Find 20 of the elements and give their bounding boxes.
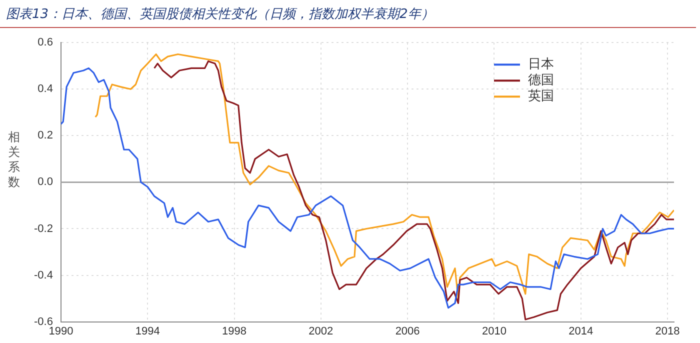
x-tick-label: 2010 bbox=[482, 325, 506, 338]
y-tick-label: -0.2 bbox=[34, 222, 53, 235]
y-tick-label: 0.2 bbox=[38, 130, 53, 142]
y-tick-label: 0.4 bbox=[38, 83, 53, 96]
y-tick-label: 0.6 bbox=[38, 36, 53, 49]
y-tick-label: -0.4 bbox=[34, 269, 53, 282]
x-tick-label: 2014 bbox=[568, 325, 594, 338]
y-tick-label: -0.6 bbox=[34, 316, 53, 328]
x-tick-label: 1990 bbox=[48, 325, 74, 338]
x-tick-label: 1998 bbox=[222, 325, 246, 338]
chart-title: 图表13：日本、德国、英国股债相关性变化（日频，指数加权半衰期2年） bbox=[0, 3, 696, 28]
x-tick-label: 2002 bbox=[308, 325, 334, 338]
y-axis-title: 相关系数 bbox=[8, 130, 20, 189]
x-tick-label: 2018 bbox=[655, 325, 680, 338]
x-tick-label: 2006 bbox=[395, 325, 420, 338]
x-tick-label: 1994 bbox=[135, 325, 160, 338]
legend-label: 日本 bbox=[528, 56, 554, 72]
legend-label: 德国 bbox=[528, 72, 554, 88]
legend-label: 英国 bbox=[528, 88, 554, 104]
y-tick-label: 0.0 bbox=[38, 176, 53, 188]
